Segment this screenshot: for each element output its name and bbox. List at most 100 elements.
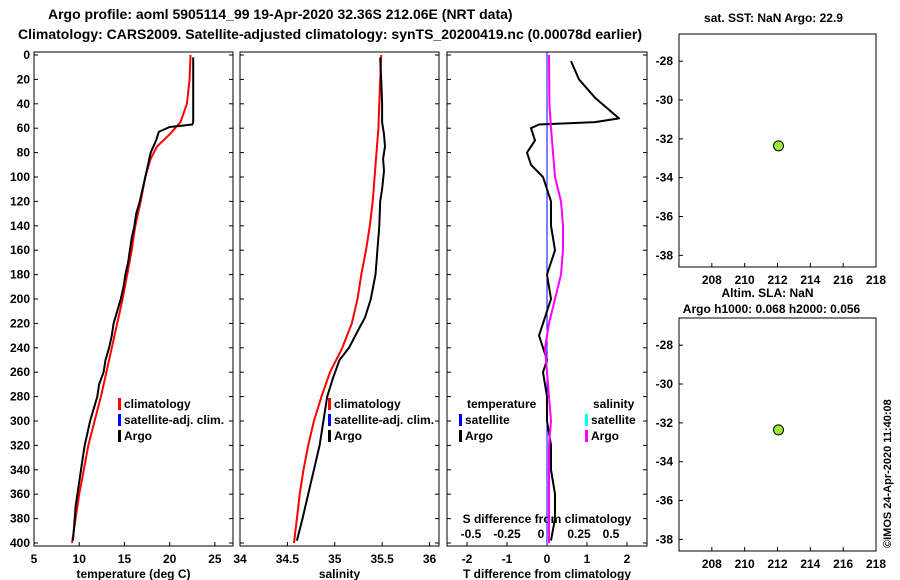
temperature-argo-line — [71, 57, 195, 541]
difference-xtick-label: -2 — [462, 552, 473, 566]
sla-map-xtick-label: 210 — [735, 557, 755, 571]
temperature-xtick-label: 25 — [208, 552, 222, 566]
temperature-legend-satellite-label: satellite-adj. clim. — [124, 413, 224, 427]
legend-salinity-argo-label: Argo — [591, 429, 619, 443]
difference-temperature-argo-line — [526, 60, 620, 541]
sst-map-ytick-label: -32 — [656, 132, 674, 146]
sst-map-ytick-label: -36 — [656, 210, 674, 224]
legend-temperature-argo-swatch — [459, 430, 462, 442]
sla-map-title: Altim. SLA: NaN — [721, 286, 813, 300]
salinity-climatology-line — [293, 54, 383, 544]
legend-salinity-satellite-swatch — [585, 414, 588, 426]
pressure-tick-label: 180 — [10, 268, 30, 282]
sst-map-ytick-label: -34 — [656, 171, 674, 185]
sla-map-xtick-label: 212 — [767, 557, 787, 571]
legend-temperature-argo-label: Argo — [465, 429, 493, 443]
pressure-tick-label: 300 — [10, 414, 30, 428]
pressure-tick-label: 0 — [23, 48, 30, 62]
legend-temperature-satellite-swatch — [459, 414, 462, 426]
temperature-legend-argo-label: Argo — [124, 429, 152, 443]
title-line-2: Climatology: CARS2009. Satellite-adjuste… — [18, 26, 642, 42]
legend-salinity-title: salinity — [593, 397, 635, 411]
temperature-xtick-label: 10 — [73, 552, 87, 566]
pressure-tick-label: 160 — [10, 243, 30, 257]
difference-top-tick-label: -0.5 — [461, 527, 482, 541]
plot-area: 0204060801001201401601802002202402602803… — [10, 11, 886, 580]
sla-map-xtick-label: 218 — [866, 557, 886, 571]
pressure-tick-label: 200 — [10, 292, 30, 306]
difference-xtick-label: 0 — [544, 552, 551, 566]
sst-map-xtick-label: 212 — [767, 273, 787, 287]
difference-top-tick-label: 0.5 — [603, 527, 620, 541]
sst-map-xtick-label: 216 — [833, 273, 853, 287]
temperature-xlabel: temperature (deg C) — [76, 567, 190, 580]
temperature-xtick-label: 15 — [118, 552, 132, 566]
temperature-legend-argo-swatch — [118, 430, 121, 442]
sla-map-ytick-label: -34 — [656, 455, 674, 469]
temperature-xtick-label: 5 — [31, 552, 38, 566]
temperature-legend-climatology-label: climatology — [124, 397, 191, 411]
sst-map-ytick-label: -38 — [656, 248, 674, 262]
sst-map-title: sat. SST: NaN Argo: 22.9 — [704, 11, 843, 25]
salinity-xlabel: salinity — [319, 567, 361, 580]
title-line-1: Argo profile: aoml 5905114_99 19-Apr-202… — [48, 6, 513, 22]
sla-map-subtitle: Argo h1000: 0.068 h2000: 0.056 — [683, 302, 861, 316]
pressure-tick-label: 280 — [10, 390, 30, 404]
sla-map-xtick-label: 208 — [702, 557, 722, 571]
sla-map-xtick-label: 216 — [833, 557, 853, 571]
difference-top-tick-label: -0.25 — [493, 527, 521, 541]
sst-map-argo-position-point — [772, 140, 784, 152]
difference-xtick-label: 2 — [624, 552, 631, 566]
sst-map-xtick-label: 210 — [735, 273, 755, 287]
temperature-legend-climatology-swatch — [118, 398, 121, 410]
legend-temperature-satellite-label: satellite — [465, 413, 510, 427]
sst-map-ytick-label: -30 — [656, 93, 674, 107]
pressure-tick-label: 240 — [10, 341, 30, 355]
pressure-tick-label: 360 — [10, 487, 30, 501]
difference-top-tick-label: 0.25 — [567, 527, 591, 541]
temperature-axes-frame — [33, 51, 234, 547]
sla-map-ytick-label: -28 — [656, 338, 674, 352]
sla-map-ytick-label: -36 — [656, 494, 674, 508]
difference-xtick-label: -1 — [502, 552, 513, 566]
salinity-xtick-label: 34.5 — [276, 552, 300, 566]
legend-salinity-satellite-label: satellite — [591, 413, 636, 427]
sla-map-ytick-label: -30 — [656, 377, 674, 391]
sst-map-xtick-label: 214 — [800, 273, 820, 287]
difference-xtick-label: 1 — [584, 552, 591, 566]
sla-map-ytick-label: -32 — [656, 416, 674, 430]
pressure-tick-label: 60 — [17, 121, 31, 135]
pressure-tick-label: 380 — [10, 512, 30, 526]
pressure-tick-label: 40 — [17, 97, 31, 111]
pressure-tick-label: 220 — [10, 316, 30, 330]
pressure-tick-label: 340 — [10, 463, 30, 477]
sst-map-xtick-label: 208 — [702, 273, 722, 287]
temperature-legend-satellite-swatch — [118, 414, 121, 426]
salinity-xtick-label: 35.5 — [370, 552, 394, 566]
imos-watermark: ©IMOS 24-Apr-2020 11:40:08 — [882, 399, 894, 548]
salinity-axes-frame — [239, 51, 440, 547]
sst-map-ytick-label: -28 — [656, 54, 674, 68]
difference-xlabel: T difference from climatology — [463, 567, 631, 580]
salinity-legend-climatology-swatch — [328, 398, 331, 410]
salinity-legend-argo-label: Argo — [334, 429, 362, 443]
salinity-legend-satellite-swatch — [328, 414, 331, 426]
pressure-tick-label: 20 — [17, 72, 31, 86]
pressure-tick-label: 260 — [10, 365, 30, 379]
salinity-legend-satellite-label: satellite-adj. clim. — [334, 413, 434, 427]
salinity-legend-argo-swatch — [328, 430, 331, 442]
sst-map-xtick-label: 218 — [866, 273, 886, 287]
salinity-xtick-label: 34 — [233, 552, 247, 566]
salinity-argo-line — [295, 57, 386, 541]
difference-top-tick-label: 0 — [538, 527, 545, 541]
sla-map-ytick-label: -38 — [656, 532, 674, 546]
legend-salinity-argo-swatch — [585, 430, 588, 442]
temperature-xtick-label: 20 — [163, 552, 177, 566]
pressure-tick-label: 100 — [10, 170, 30, 184]
pressure-tick-label: 140 — [10, 219, 30, 233]
temperature-climatology-line — [71, 54, 192, 544]
pressure-tick-label: 320 — [10, 438, 30, 452]
sla-map-xtick-label: 214 — [800, 557, 820, 571]
salinity-xtick-label: 35 — [328, 552, 342, 566]
